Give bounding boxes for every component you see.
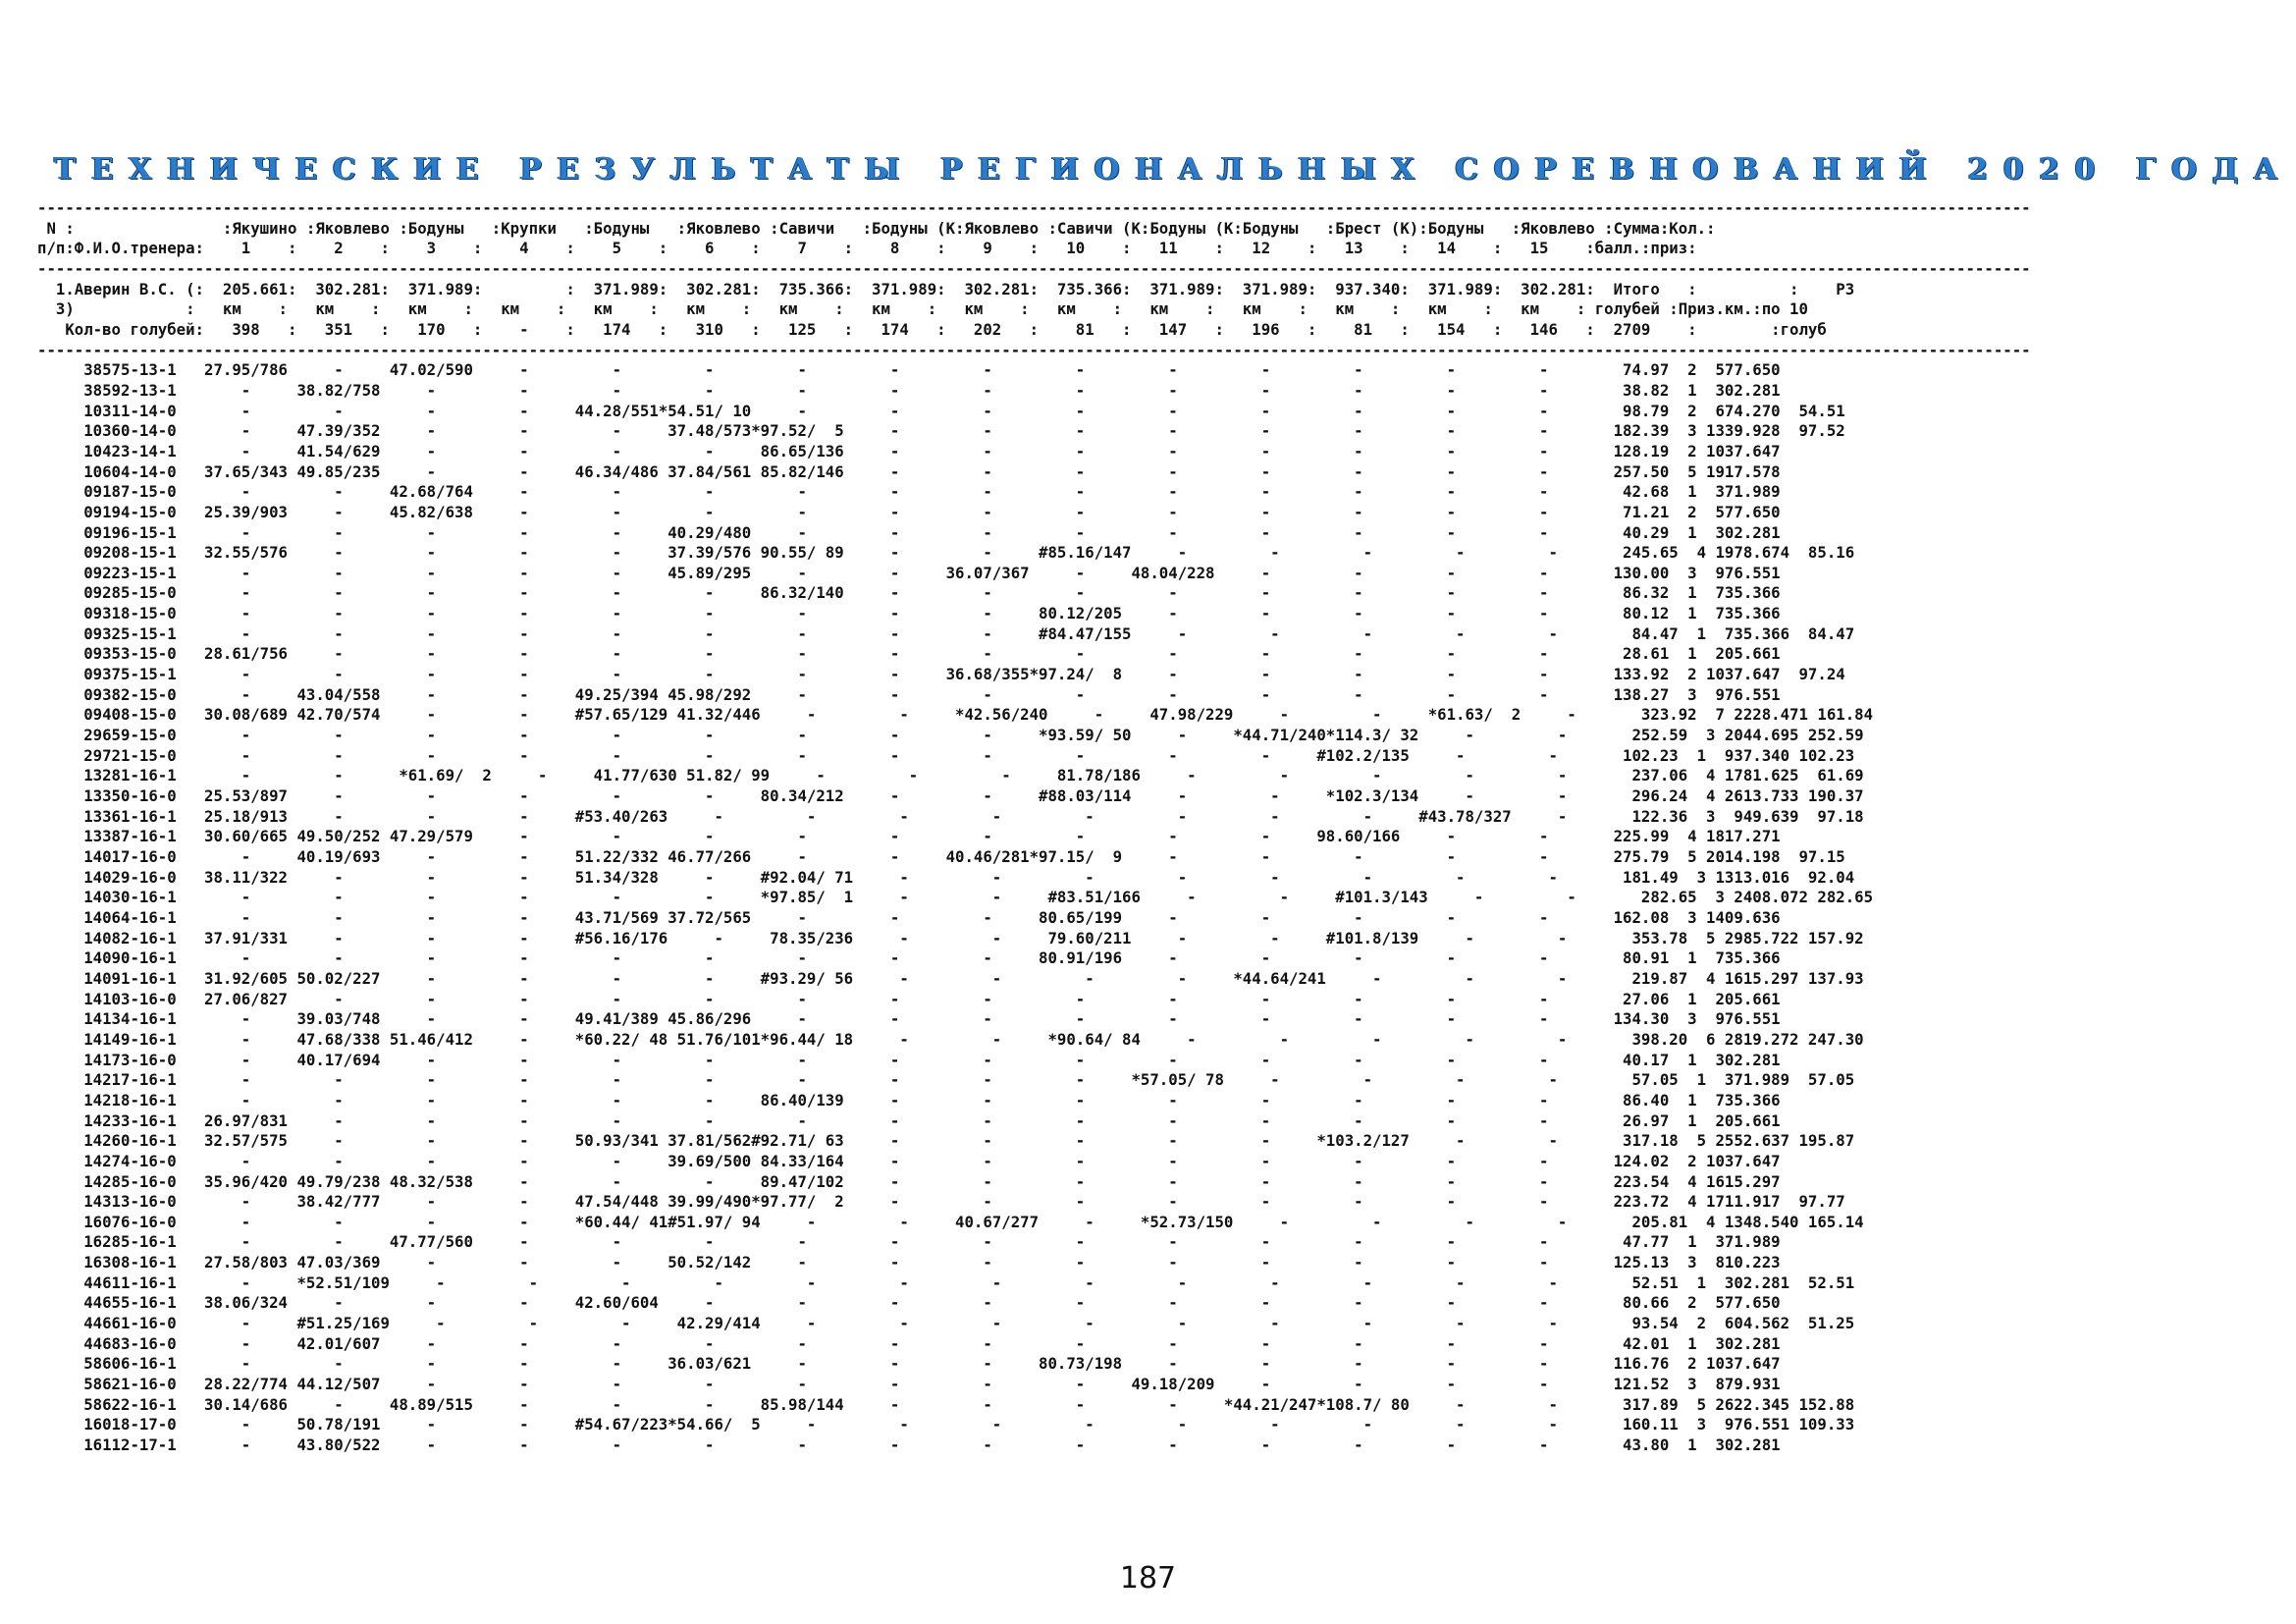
table-row: 09208-15-1 32.55/576 - - - - 37.39/576 9… [37, 543, 1855, 563]
table-row: 58621-16-0 28.22/774 44.12/507 - - - - -… [37, 1375, 1781, 1394]
table-header-line: п/п:Ф.И.О.тренера: 1 : 2 : 3 : 4 : 5 : 6… [37, 239, 1697, 258]
table-row: 09353-15-0 28.61/756 - - - - - - - - - -… [37, 644, 1781, 664]
table-row: 38592-13-1 - 38.82/758 - - - - - - - - -… [37, 380, 1781, 400]
results-table: ----------------------------------------… [37, 198, 2031, 1456]
table-row: 14029-16-0 38.11/322 - - - 51.34/328 - #… [37, 867, 1855, 887]
table-row: 10604-14-0 37.65/343 49.85/235 - - 46.34… [37, 461, 1781, 481]
table-row: 14218-16-1 - - - - - - 86.40/139 - - - -… [37, 1090, 1781, 1110]
table-header-line: 1.Аверин В.С. (: 205.661: 302.281: 371.9… [37, 279, 1855, 298]
table-row: 44661-16-0 - #51.25/169 - - - 42.29/414 … [37, 1314, 1855, 1333]
table-row: 09223-15-1 - - - - - 45.89/295 - - 36.07… [37, 563, 1781, 582]
table-row: 44611-16-1 - *52.51/109 - - - - - - - - … [37, 1272, 1855, 1292]
table-rule: ----------------------------------------… [37, 258, 2031, 278]
table-row: 09194-15-0 25.39/903 - 45.82/638 - - - -… [37, 502, 1781, 521]
table-row: 13361-16-1 25.18/913 - - - #53.40/263 - … [37, 806, 1864, 826]
table-row: 14313-16-0 - 38.42/777 - - 47.54/448 39.… [37, 1192, 1845, 1212]
table-row: 16112-17-1 - 43.80/522 - - - - - - - - -… [37, 1435, 1781, 1455]
table-row: 14134-16-1 - 39.03/748 - - 49.41/389 45.… [37, 1009, 1781, 1029]
table-header-line: З) : км : км : км : км : км : км : км : … [37, 299, 1808, 319]
table-row: 09375-15-1 - - - - - - - - 36.68/355*97.… [37, 665, 1845, 684]
table-rule: ----------------------------------------… [37, 198, 2031, 217]
table-row: 58622-16-1 30.14/686 - 48.89/515 - - - 8… [37, 1394, 1855, 1414]
table-row: 09285-15-0 - - - - - - 86.32/140 - - - -… [37, 583, 1781, 603]
table-row: 10311-14-0 - - - - 44.28/551*54.51/ 10 -… [37, 401, 1845, 420]
table-row: 16285-16-1 - - 47.77/560 - - - - - - - -… [37, 1232, 1781, 1252]
table-row: 14149-16-1 - 47.68/338 51.46/412 - *60.2… [37, 1029, 1864, 1049]
table-row: 09325-15-1 - - - - - - - - - #84.47/155 … [37, 623, 1855, 643]
table-row: 14030-16-1 - - - - - - *97.85/ 1 - - #83… [37, 888, 1874, 907]
table-header-line: N : :Якушино :Яковлево :Бодуны :Крупки :… [37, 218, 1716, 238]
table-row: 16018-17-0 - 50.78/191 - - #54.67/223*54… [37, 1415, 1855, 1435]
table-row: 14017-16-0 - 40.19/693 - - 51.22/332 46.… [37, 847, 1845, 866]
table-row: 16076-16-0 - - - - *60.44/ 41#51.97/ 94 … [37, 1212, 1864, 1231]
table-row: 10360-14-0 - 47.39/352 - - - 37.48/573*9… [37, 421, 1845, 441]
table-row: 14064-16-1 - - - - 43.71/569 37.72/565 -… [37, 907, 1781, 927]
table-row: 14091-16-1 31.92/605 50.02/227 - - - - #… [37, 968, 1864, 988]
table-row: 58606-16-1 - - - - - 36.03/621 - - - 80.… [37, 1354, 1781, 1374]
table-row: 09382-15-0 - 43.04/558 - - 49.25/394 45.… [37, 684, 1781, 704]
table-row: 16308-16-1 27.58/803 47.03/369 - - - 50.… [37, 1253, 1781, 1272]
table-row: 14285-16-0 35.96/420 49.79/238 48.32/538… [37, 1171, 1781, 1191]
table-header-line: Кол-во голубей: 398 : 351 : 170 : - : 17… [37, 319, 1827, 339]
report-title: ТЕХНИЧЕСКИЕ РЕЗУЛЬТАТЫ РЕГИОНАЛЬНЫХ СОРЕ… [54, 152, 2293, 187]
table-row: 13350-16-0 25.53/897 - - - - - 80.34/212… [37, 786, 1864, 806]
table-row: 44683-16-0 - 42.01/607 - - - - - - - - -… [37, 1333, 1781, 1353]
table-row: 14233-16-1 26.97/831 - - - - - - - - - -… [37, 1110, 1781, 1130]
table-row: 29721-15-0 - - - - - - - - - - - - #102.… [37, 745, 1855, 765]
table-row: 13387-16-1 30.60/665 49.50/252 47.29/579… [37, 827, 1781, 846]
table-row: 09318-15-0 - - - - - - - - - 80.12/205 -… [37, 604, 1781, 623]
table-row: 14260-16-1 32.57/575 - - - 50.93/341 37.… [37, 1131, 1855, 1151]
table-row: 14090-16-1 - - - - - - - - - 80.91/196 -… [37, 948, 1781, 968]
table-row: 10423-14-1 - 41.54/629 - - - - 86.65/136… [37, 441, 1781, 460]
table-row: 14274-16-0 - - - - - 39.69/500 84.33/164… [37, 1151, 1781, 1170]
table-row: 14217-16-1 - - - - - - - - - - *57.05/ 7… [37, 1070, 1855, 1090]
table-row: 29659-15-0 - - - - - - - - - *93.59/ 50 … [37, 726, 1864, 745]
table-row: 09187-15-0 - - 42.68/764 - - - - - - - -… [37, 482, 1781, 502]
table-rule: ----------------------------------------… [37, 340, 2031, 359]
table-row: 44655-16-1 38.06/324 - - - 42.60/604 - -… [37, 1293, 1781, 1313]
page-number: 187 [1119, 1561, 1177, 1596]
table-row: 14173-16-0 - 40.17/694 - - - - - - - - -… [37, 1050, 1781, 1069]
table-row: 14082-16-1 37.91/331 - - - #56.16/176 - … [37, 928, 1864, 947]
table-row: 09408-15-0 30.08/689 42.70/574 - - #57.6… [37, 705, 1874, 725]
table-row: 38575-13-1 27.95/786 - 47.02/590 - - - -… [37, 360, 1781, 380]
table-row: 09196-15-1 - - - - - 40.29/480 - - - - -… [37, 522, 1781, 542]
table-row: 13281-16-1 - - *61.69/ 2 - 41.77/630 51.… [37, 766, 1864, 785]
table-row: 14103-16-0 27.06/827 - - - - - - - - - -… [37, 989, 1781, 1008]
